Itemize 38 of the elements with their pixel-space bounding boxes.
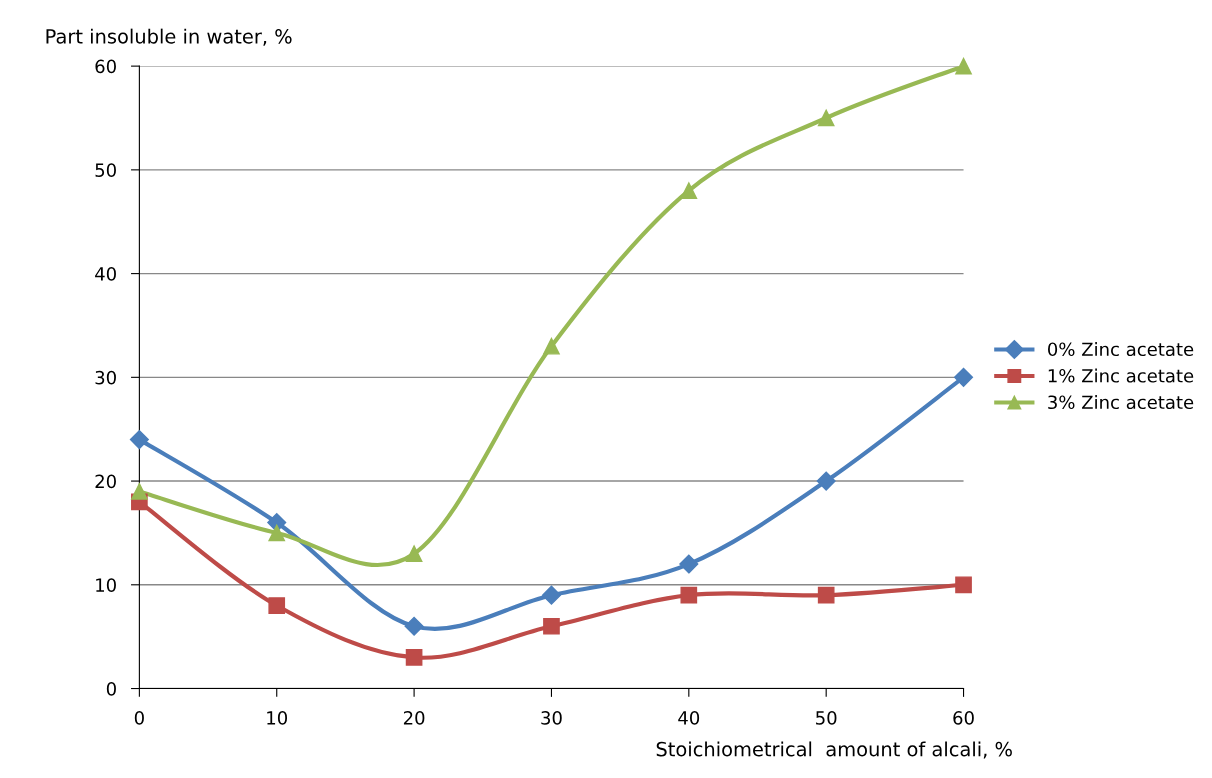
point [268,524,286,542]
point [404,616,424,636]
y-tick-label: 60 [95,59,116,74]
point [817,109,835,127]
y-tick-label: 50 [95,163,116,177]
legend-label: 3% Zinc acetate [1048,395,1194,410]
point [955,576,972,594]
point [405,649,423,666]
x-tick-label: 50 [816,711,837,725]
legend-label: 0% Zinc acetate [1048,342,1194,357]
point [131,483,148,500]
y-tick-label: 20 [95,474,116,489]
x-tick-label: 60 [953,711,974,725]
point [541,585,561,605]
point [680,182,698,199]
y-axis-title: Part insoluble in water, % [46,28,292,46]
point [129,430,149,450]
y-tick-label: 40 [95,267,116,281]
point [679,554,699,574]
point [543,617,560,635]
x-axis-title: Stoichiometrical amount of alcali, % [656,741,1012,759]
point [954,367,974,387]
point [817,586,835,604]
point [680,586,698,604]
point [543,337,560,355]
point [816,471,836,491]
point [268,597,286,614]
x-tick-label: 20 [403,711,425,725]
y-tick-label: 10 [96,578,116,592]
x-tick-label: 10 [267,711,288,725]
legend-label: 1% Zinc acetate [1048,368,1194,383]
y-tick-label: 0 [106,681,116,696]
x-tick-label: 30 [541,711,562,725]
x-tick-label: 40 [678,711,700,725]
x-tick-label: 0 [134,711,144,725]
point [405,545,423,563]
point [955,57,972,75]
y-tick-label: 30 [95,370,116,385]
